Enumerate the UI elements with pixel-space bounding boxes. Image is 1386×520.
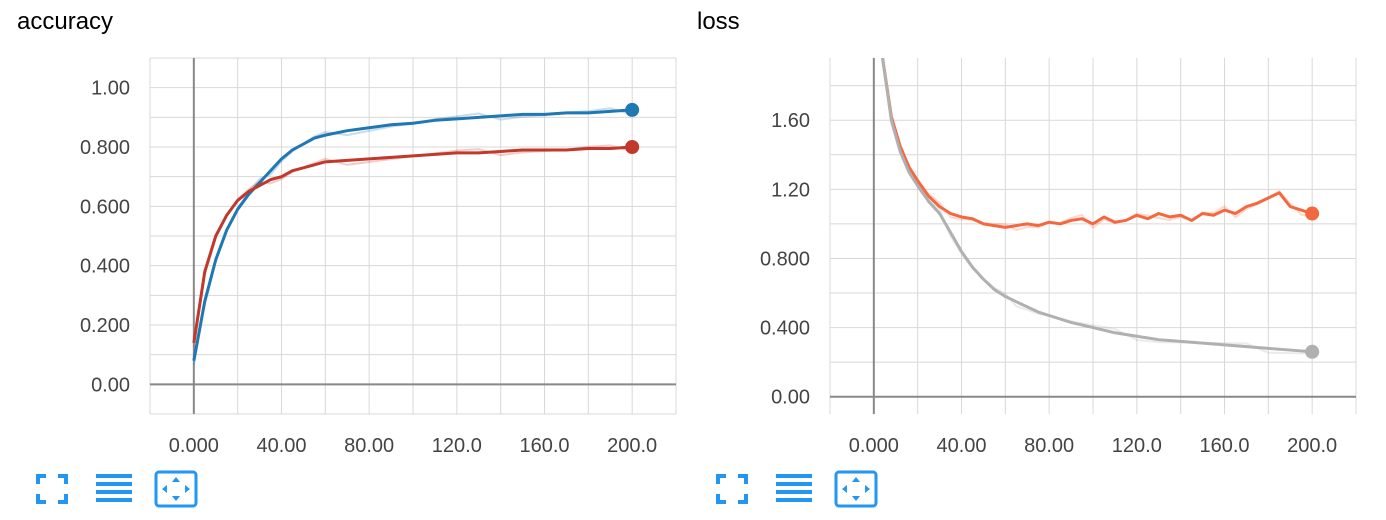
- fit-domain-icon[interactable]: [154, 470, 198, 508]
- chart-title: loss: [697, 8, 740, 35]
- x-tick-label: 160.0: [1199, 435, 1249, 457]
- series-0: [192, 107, 633, 366]
- fit-domain-icon[interactable]: [834, 470, 878, 508]
- list-icon[interactable]: [774, 470, 818, 508]
- x-tick-label: 200.0: [607, 435, 657, 457]
- fullscreen-icon[interactable]: [34, 470, 78, 508]
- y-tick-label: 1.20: [771, 179, 810, 201]
- series-end-point: [1305, 206, 1320, 221]
- y-tick-label: 0.00: [91, 374, 130, 396]
- series-0: [881, 58, 1313, 232]
- x-tick-label: 120.0: [432, 435, 482, 457]
- series-line: [881, 58, 1313, 354]
- y-tick-label: 0.400: [80, 256, 130, 278]
- series-line: [192, 108, 633, 361]
- y-tick-label: 1.00: [91, 78, 130, 100]
- y-tick-label: 0.400: [760, 318, 810, 340]
- x-tick-label: 80.00: [1024, 435, 1074, 457]
- y-tick-label: 1.60: [771, 110, 810, 132]
- series-line: [881, 58, 1313, 229]
- y-tick-label: 0.800: [760, 248, 810, 270]
- series-line: [192, 145, 633, 344]
- x-tick-label: 120.0: [1112, 435, 1162, 457]
- x-tick-label: 0.000: [849, 435, 899, 457]
- y-tick-label: 0.00: [771, 387, 810, 409]
- x-tick-label: 0.000: [169, 435, 219, 457]
- fullscreen-icon[interactable]: [714, 470, 758, 508]
- accuracy-card: accuracy 0.00 0.200 0.400 0.600 0.800 1.00 0.0…: [0, 0, 680, 520]
- list-icon[interactable]: [94, 470, 138, 508]
- series-1: [881, 58, 1313, 355]
- y-tick-label: 0.600: [80, 196, 130, 218]
- series-end-point: [625, 102, 640, 117]
- x-tick-label: 200.0: [1287, 435, 1337, 457]
- grid: [829, 58, 1357, 414]
- series-end-point: [625, 140, 640, 154]
- x-tick-label: 40.00: [256, 435, 306, 457]
- x-tick-label: 160.0: [519, 435, 569, 457]
- loss-chart: 0.00 0.400 0.800 1.20 1.60 0.000 40.00 80.00 120…: [760, 58, 1357, 457]
- loss-card: loss 0.00 0.400 0.800 1.20 1.60 0.000 40.00 80.…: [680, 0, 1360, 520]
- y-tick-label: 0.800: [80, 137, 130, 159]
- accuracy-chart: 0.00 0.200 0.400 0.600 0.800 1.00 0.000 40.00 80…: [80, 57, 677, 457]
- x-tick-label: 40.00: [936, 435, 986, 457]
- series-1: [192, 144, 633, 348]
- y-tick-label: 0.200: [80, 315, 130, 337]
- series-end-point: [1305, 344, 1320, 359]
- x-tick-label: 80.00: [344, 435, 394, 457]
- chart-title: accuracy: [17, 8, 114, 35]
